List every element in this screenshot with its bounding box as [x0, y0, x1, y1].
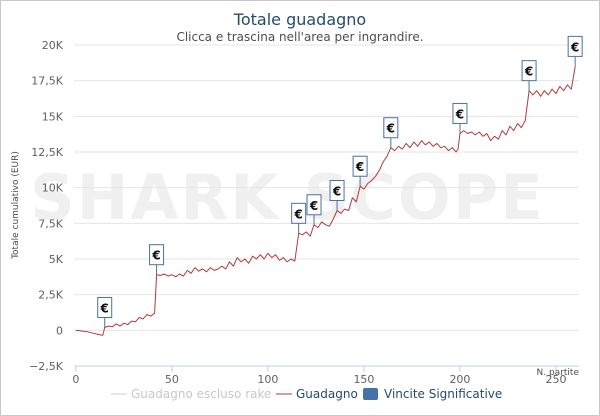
flag-label: € [332, 184, 341, 198]
flag-box [97, 296, 113, 318]
flag-label: € [100, 301, 109, 315]
flag-marker[interactable]: € [383, 117, 399, 148]
y-tick-label: −2,5K [29, 360, 64, 373]
x-tick-label: 150 [353, 373, 374, 386]
x-tick-label: 50 [165, 373, 179, 386]
legend: Guadagno escluso rake Guadagno Vincite S… [111, 387, 502, 401]
legend-label-guadagno: Guadagno [296, 387, 358, 401]
flag-box [306, 194, 322, 216]
flag-marker[interactable]: € [452, 102, 468, 134]
watermark-text: SHARK SCOPE [30, 161, 545, 234]
legend-item-guadagno-escluso-rake[interactable]: Guadagno escluso rake [111, 387, 271, 401]
legend-label-escluso-rake: Guadagno escluso rake [131, 387, 271, 401]
flag-box [452, 102, 468, 124]
y-tick-label: 7,5K [38, 217, 63, 230]
flag-box [329, 179, 345, 201]
y-tick-label: 12,5K [31, 146, 63, 159]
flag-marker[interactable]: € [352, 155, 368, 187]
x-tick-label: 200 [449, 373, 470, 386]
flag-box [567, 35, 583, 57]
x-tick-label: 250 [545, 373, 566, 386]
y-tick-label: 0 [56, 324, 63, 337]
flags-layer[interactable]: € € € € € € € € € € [97, 35, 583, 328]
y-axis-ticks: −2,5K 0 2,5K 5K 7,5K 10K 12,5K 15K 17,5K 20K [29, 39, 64, 373]
flag-box [149, 244, 165, 266]
flag-marker[interactable]: € [567, 35, 583, 67]
x-tick-label: 0 [72, 373, 79, 386]
gridlines [74, 44, 579, 367]
flag-label: € [293, 207, 302, 221]
y-axis-title: Totale cumulativo (EUR) [11, 151, 21, 260]
chart-subtitle: Clicca e trascina nell'area per ingrandi… [176, 30, 423, 44]
flag-box [352, 155, 368, 177]
flag-box [291, 202, 307, 224]
series-line-guadagno [75, 66, 576, 336]
flag-marker[interactable]: € [329, 179, 345, 211]
y-tick-label: 5K [49, 253, 64, 266]
flag-box [521, 60, 537, 82]
flag-marker[interactable]: € [306, 194, 322, 225]
flag-label: € [455, 107, 464, 121]
flag-label: € [355, 160, 364, 174]
flag-label: € [386, 122, 395, 136]
y-tick-label: 20K [42, 39, 64, 52]
x-axis-ticks: 0 50 100 150 200 250 [72, 366, 566, 386]
flag-label: € [570, 40, 579, 54]
legend-swatch-blue [363, 388, 378, 400]
legend-label-vincite: Vincite Significative [384, 387, 502, 401]
x-axis-title: N. partite [537, 368, 580, 378]
flag-label: € [151, 249, 160, 263]
legend-item-guadagno[interactable]: Guadagno [276, 387, 358, 401]
flag-box [383, 117, 399, 139]
flag-marker[interactable]: € [521, 60, 537, 91]
y-tick-label: 2,5K [38, 289, 63, 302]
flag-label: € [524, 65, 533, 79]
legend-item-vincite-significative[interactable]: Vincite Significative [363, 387, 502, 401]
flag-marker[interactable]: € [97, 296, 113, 328]
x-tick-label: 100 [257, 373, 278, 386]
flag-marker[interactable]: € [291, 202, 307, 234]
y-tick-label: 10K [42, 182, 64, 195]
y-tick-label: 17,5K [31, 75, 63, 88]
series-layer [75, 66, 576, 336]
y-tick-label: 15K [42, 110, 64, 123]
chart-title: Totale guadagno [233, 10, 366, 29]
flag-label: € [309, 199, 318, 213]
flag-marker[interactable]: € [149, 244, 165, 275]
